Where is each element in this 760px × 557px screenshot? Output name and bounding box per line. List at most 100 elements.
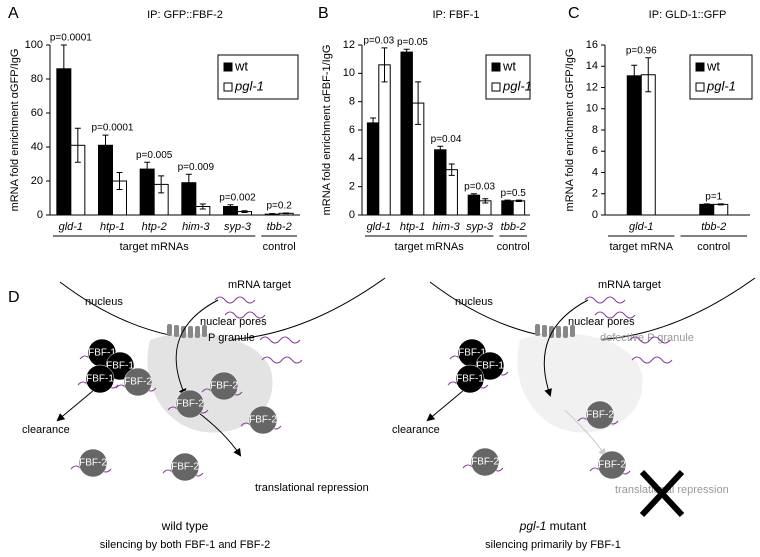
y-tick-label: 0 [37, 209, 43, 221]
x-tick-label: htp-1 [100, 221, 125, 233]
label: nucleus [85, 296, 123, 308]
bar [626, 75, 642, 216]
protein [470, 447, 500, 477]
label: nuclear pores [568, 316, 635, 328]
y-tick-label: 20 [31, 175, 43, 187]
arrow [194, 409, 242, 457]
group-label: target mRNAs [395, 241, 465, 253]
subcaption: silencing primarily by FBF-1 [485, 539, 621, 551]
legend-label: wt [706, 58, 720, 73]
legend-swatch [491, 62, 501, 72]
error-bar [482, 198, 489, 204]
protein [175, 389, 205, 419]
arrow [175, 299, 219, 397]
y-tick-label: 80 [31, 73, 43, 85]
y-tick-label: 12 [343, 39, 355, 51]
error-bar [381, 47, 388, 83]
y-tick-label: 100 [25, 39, 43, 51]
protein-label: FBF-2 [79, 458, 107, 469]
p-value: p=0.03 [363, 35, 394, 46]
protein-label: FBF-2 [598, 460, 626, 471]
chart-title: IP: FBF-1 [432, 9, 479, 21]
y-tick-label: 60 [31, 107, 43, 119]
protein-label: FBF-2 [249, 415, 277, 426]
error-bar [415, 81, 422, 125]
x-tick-label: gld-1 [59, 221, 83, 233]
protein-label: FBF-2 [124, 377, 152, 388]
protein [85, 364, 115, 394]
bar [713, 203, 729, 216]
error-bar [470, 193, 477, 198]
caption-gene: pgl-1 [519, 519, 547, 533]
label: translational repression [255, 482, 369, 494]
mrna [631, 356, 673, 364]
protein [78, 448, 108, 478]
label: defective P granule [600, 332, 694, 344]
bar [640, 74, 656, 216]
panel-label: D [8, 289, 20, 306]
error-bar [144, 161, 151, 177]
error-bar [102, 134, 109, 156]
x-tick-label: him-3 [182, 221, 210, 233]
protein [475, 351, 505, 381]
y-tick-label: 8 [349, 96, 355, 108]
chart-title: IP: GFP::FBF-2 [147, 9, 223, 21]
x-tick-label: gld-1 [629, 221, 653, 233]
bar [366, 122, 380, 216]
y-tick-label: 16 [586, 39, 598, 51]
error-bar [227, 204, 234, 209]
mrna [259, 336, 301, 344]
mrna [261, 356, 303, 364]
protein-label: FBF-1 [476, 361, 504, 372]
p-value: p=0.002 [219, 192, 256, 203]
y-tick-label: 8 [592, 124, 598, 136]
bar [400, 51, 413, 216]
legend-swatch [223, 82, 233, 92]
protein-label: FBF-2 [586, 410, 614, 421]
subcaption: silencing by both FBF-1 and FBF-2 [100, 539, 271, 551]
p-value: p=0.5 [501, 188, 527, 199]
y-tick-label: 6 [349, 124, 355, 136]
bar [512, 200, 526, 216]
protein-label: FBF-2 [176, 399, 204, 410]
protein-label: FBF-1 [86, 374, 114, 385]
legend-label: pgl-1 [706, 78, 736, 93]
mrna [629, 336, 671, 344]
protein [248, 405, 278, 435]
nuclear-pores [167, 324, 207, 338]
legend-swatch [223, 62, 233, 72]
label: clearance [22, 424, 70, 436]
mrna [584, 296, 626, 304]
y-tick-label: 14 [586, 60, 598, 72]
y-tick-label: 2 [592, 188, 598, 200]
p-value: p=0.96 [626, 45, 657, 56]
y-tick-label: 0 [592, 209, 598, 221]
protein-label: FBF-2 [471, 457, 499, 468]
p-value: p=0.009 [178, 162, 215, 173]
error-bar [60, 44, 67, 94]
legend-label: wt [234, 58, 248, 73]
x-tick-label: htp-2 [142, 221, 167, 233]
legend-swatch [491, 82, 501, 92]
group-label: target mRNA [609, 241, 673, 253]
p-value: p=1 [705, 191, 722, 202]
p-value: p=0.05 [397, 37, 428, 48]
x-tick-label: htp-1 [400, 221, 425, 233]
y-tick-label: 6 [592, 145, 598, 157]
legend-label: pgl-1 [234, 78, 264, 93]
panel-label: A [8, 5, 19, 22]
group-label: control [697, 241, 730, 253]
caption: pgl-1 mutant [519, 519, 587, 533]
protein [597, 450, 627, 480]
y-tick-label: 10 [586, 103, 598, 115]
protein-label: FBF-1 [106, 361, 134, 372]
error-bar [74, 127, 81, 163]
label: mRNA target [228, 279, 291, 291]
protein-label: FBF-1 [456, 374, 484, 385]
chart-title: IP: GLD-1::GFP [649, 9, 727, 21]
y-tick-label: 0 [349, 209, 355, 221]
nuclear-envelope [429, 277, 756, 341]
error-bar [504, 199, 511, 203]
x-tick-label: him-3 [432, 221, 460, 233]
